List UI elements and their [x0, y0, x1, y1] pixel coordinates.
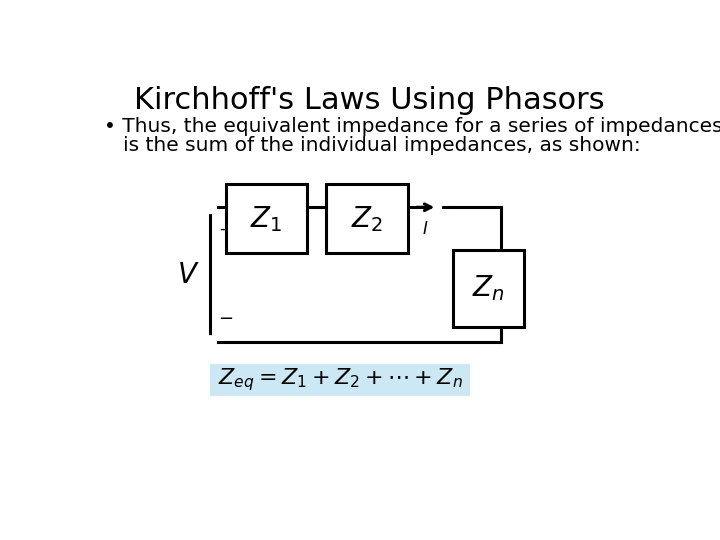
Text: $Z_n$: $Z_n$	[472, 273, 505, 303]
Text: $Z_{eq} = Z_1 + Z_2 + \cdots + Z_n$: $Z_{eq} = Z_1 + Z_2 + \cdots + Z_n$	[217, 366, 462, 393]
Text: is the sum of the individual impedances, as shown:: is the sum of the individual impedances,…	[104, 137, 641, 156]
Text: −: −	[218, 310, 233, 328]
Bar	[225, 184, 307, 253]
Text: $V$: $V$	[177, 261, 199, 288]
Text: • Thus, the equivalent impedance for a series of impedances: • Thus, the equivalent impedance for a s…	[104, 117, 720, 136]
Circle shape	[204, 336, 215, 347]
Bar	[210, 363, 469, 396]
Text: $Z_2$: $Z_2$	[351, 204, 383, 234]
Text: Kirchhoff's Laws Using Phasors: Kirchhoff's Laws Using Phasors	[134, 86, 604, 116]
Circle shape	[204, 202, 215, 213]
Text: +: +	[218, 221, 232, 239]
Text: $I$: $I$	[423, 220, 429, 238]
Text: $Z_1$: $Z_1$	[250, 204, 282, 234]
Bar	[326, 184, 408, 253]
Bar	[453, 249, 524, 327]
